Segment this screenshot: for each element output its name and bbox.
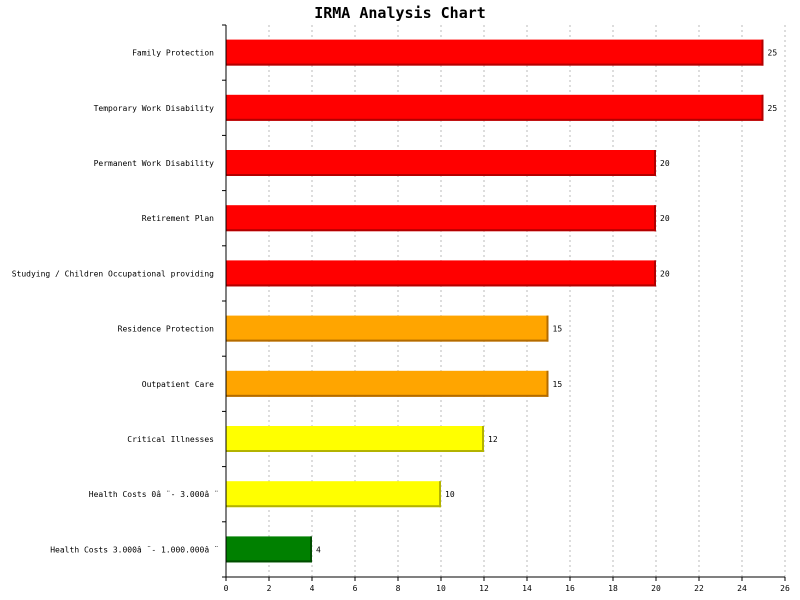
category-label: Retirement Plan: [142, 214, 214, 223]
bar: [226, 205, 656, 232]
chart-title: IRMA Analysis Chart: [314, 4, 486, 22]
category-label: Health Costs 3.000â ̈ - 1.000.000â ̈: [50, 545, 218, 554]
bar-fill: [226, 426, 484, 452]
bar: [226, 481, 441, 508]
value-label: 25: [768, 104, 778, 113]
x-tick-label: 18: [608, 584, 618, 593]
x-tick-label: 20: [651, 584, 661, 593]
category-label: Family Protection: [132, 49, 214, 58]
bar-edge-bottom: [226, 394, 549, 397]
value-label: 4: [316, 545, 321, 554]
bar-fill: [226, 370, 549, 397]
bar: [226, 536, 312, 563]
bar-edge-right: [546, 370, 549, 397]
bar: [226, 370, 549, 397]
category-label: Health Costs 0â ̈ - 3.000â ̈: [89, 490, 218, 499]
bar-edge-bottom: [226, 339, 549, 342]
value-label: 15: [553, 380, 563, 389]
bar: [226, 260, 656, 287]
category-label: Permanent Work Disability: [94, 159, 215, 168]
axes: [222, 24, 786, 581]
bar-fill: [226, 39, 764, 66]
bar-fill: [226, 205, 656, 232]
bar-edge-right: [310, 536, 312, 563]
bar-fill: [226, 536, 312, 563]
category-label: Studying / Children Occupational providi…: [12, 269, 214, 278]
bar-edge-right: [761, 39, 764, 66]
category-label: Residence Protection: [118, 325, 215, 334]
value-label: 10: [445, 490, 455, 499]
category-label: Outpatient Care: [142, 380, 214, 389]
bar-fill: [226, 150, 656, 176]
x-tick-label: 6: [353, 584, 358, 593]
x-tick-label: 2: [267, 584, 272, 593]
value-label: 25: [768, 49, 778, 58]
bar-edge-bottom: [226, 450, 484, 452]
bar-edge-right: [654, 150, 656, 176]
bar-edge-right: [761, 94, 764, 121]
bar: [226, 150, 656, 176]
value-label: 20: [660, 159, 670, 168]
value-label: 12: [488, 435, 498, 444]
bar-fill: [226, 260, 656, 287]
x-tick-label: 4: [310, 584, 315, 593]
x-tick-label: 8: [396, 584, 401, 593]
x-tick-label: 16: [565, 584, 575, 593]
bars: [226, 39, 764, 563]
category-label: Temporary Work Disability: [94, 104, 215, 113]
x-tick-label: 26: [780, 584, 790, 593]
bar: [226, 315, 549, 342]
category-label: Critical Illnesses: [127, 435, 214, 444]
x-tick-label: 10: [436, 584, 446, 593]
value-label: 20: [660, 269, 670, 278]
bar-fill: [226, 481, 441, 508]
bar-edge-bottom: [226, 560, 312, 563]
value-label: 15: [553, 325, 563, 334]
x-tick-label: 24: [737, 584, 747, 593]
bar-edge-bottom: [226, 284, 656, 287]
bar-edge-right: [482, 426, 484, 452]
bar-fill: [226, 94, 764, 121]
value-label: 20: [660, 214, 670, 223]
bar-edge-right: [439, 481, 441, 508]
bar-edge-bottom: [226, 229, 656, 232]
bar-edge-right: [654, 260, 656, 287]
bar-edge-bottom: [226, 63, 764, 66]
bar-edge-bottom: [226, 118, 764, 121]
x-tick-label: 14: [522, 584, 532, 593]
x-tick-label: 12: [479, 584, 489, 593]
x-tick-label: 22: [694, 584, 704, 593]
bar-edge-right: [654, 205, 656, 232]
bar: [226, 426, 484, 452]
x-tick-label: 0: [224, 584, 229, 593]
bar: [226, 39, 764, 66]
bar-edge-right: [546, 315, 549, 342]
bar-edge-bottom: [226, 174, 656, 176]
bar: [226, 94, 764, 121]
bar-fill: [226, 315, 549, 342]
bar-edge-bottom: [226, 505, 441, 508]
